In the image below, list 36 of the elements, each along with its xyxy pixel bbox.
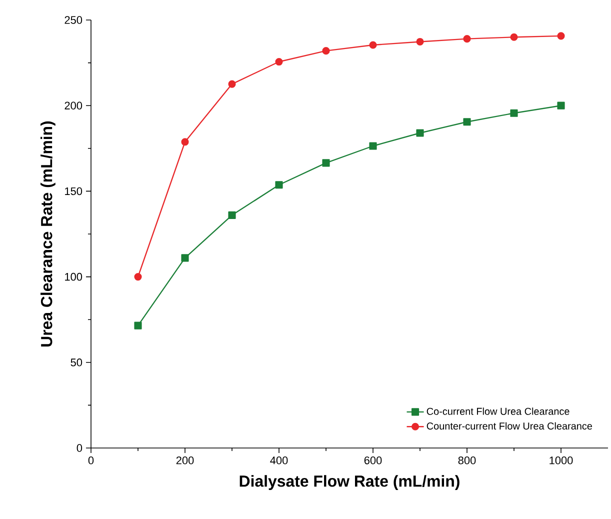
- point: [181, 138, 189, 146]
- point: [369, 41, 377, 49]
- y-tick-label: 250: [64, 16, 82, 24]
- point: [228, 80, 236, 88]
- y-tick-label: 200: [64, 102, 82, 110]
- point: [275, 181, 283, 189]
- y-tick-label: 100: [65, 272, 82, 281]
- x-tick-label: 800: [458, 456, 476, 464]
- point: [134, 273, 142, 281]
- point: [463, 118, 471, 126]
- point: [557, 102, 565, 110]
- legend-label: Co-current Flow Urea Clearance: [426, 408, 570, 415]
- x-tick-label: 600: [364, 456, 382, 464]
- point: [557, 32, 565, 40]
- point: [134, 322, 142, 330]
- point: [228, 211, 236, 219]
- x-tick-label: 200: [176, 456, 194, 464]
- point: [369, 142, 377, 150]
- point: [510, 109, 518, 117]
- point: [181, 254, 189, 262]
- y-axis-title: Urea Clearance Rate (mL/min): [40, 121, 56, 346]
- point: [275, 58, 283, 66]
- point: [322, 159, 330, 167]
- y-tick-label: 50: [70, 358, 82, 366]
- legend-label: Counter-current Flow Urea Clearance: [426, 422, 592, 430]
- x-tick-label: 400: [270, 456, 288, 464]
- point: [416, 129, 424, 137]
- point: [322, 47, 330, 55]
- point: [510, 33, 518, 41]
- x-tick-label: 0: [88, 456, 94, 464]
- x-axis-title: Dialysate Flow Rate (mL/min): [240, 475, 460, 490]
- point: [463, 35, 471, 43]
- point: [416, 38, 424, 46]
- y-tick-label: 150: [65, 187, 82, 196]
- x-tick-label: 1000: [550, 456, 573, 464]
- y-tick-label: 0: [76, 444, 82, 452]
